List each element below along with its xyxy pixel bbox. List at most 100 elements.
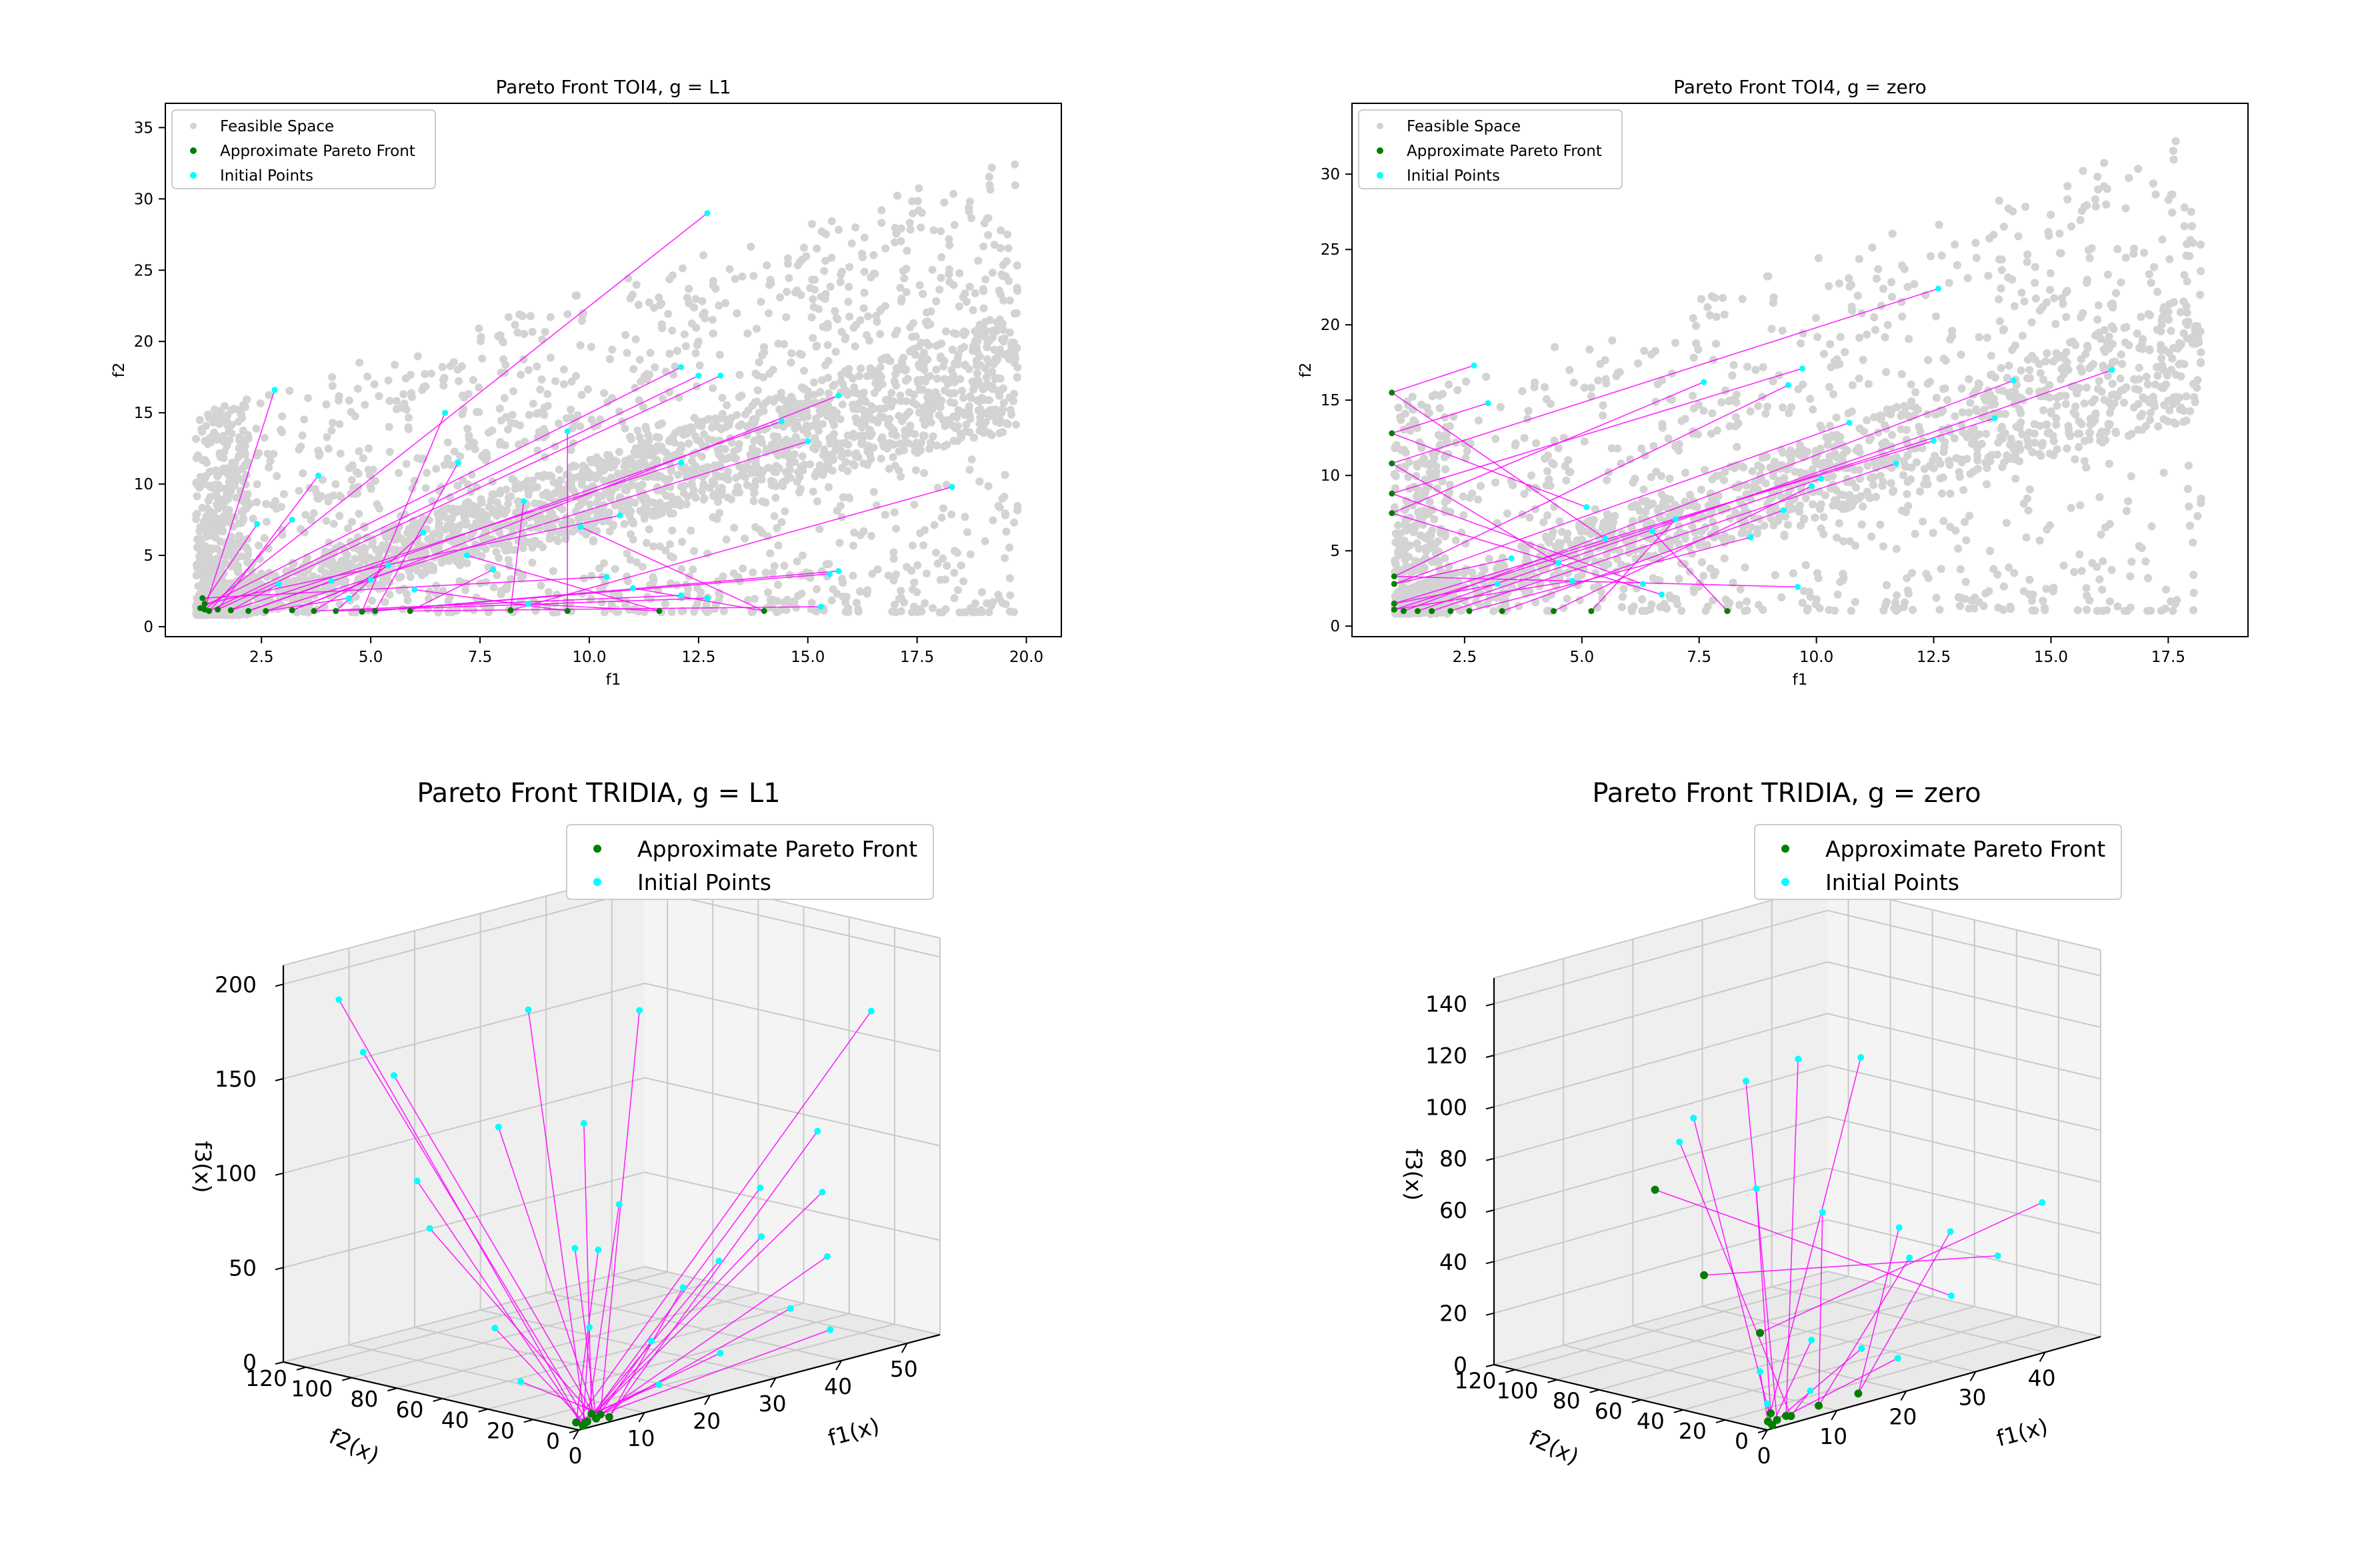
initial-point	[1991, 415, 1998, 421]
pareto-point	[1391, 600, 1397, 607]
legend-box	[1754, 824, 2122, 900]
y-tick-label: 15	[134, 405, 153, 422]
trajectory-line	[410, 606, 821, 612]
y-tick-label: 0	[1330, 618, 1340, 635]
x-tick-label: 10.0	[1799, 649, 1833, 666]
initial-point	[678, 364, 685, 371]
back-pane-y	[1494, 885, 1827, 1365]
legend-marker	[1377, 123, 1383, 129]
initial-point	[1858, 1345, 1865, 1352]
y-tick	[523, 1419, 534, 1423]
y-tick-label: 120	[1455, 1368, 1497, 1394]
initial-point	[717, 373, 724, 379]
initial-point	[1508, 555, 1515, 561]
y-tick	[387, 1387, 397, 1392]
trajectory-line	[1391, 512, 1662, 595]
initial-point	[615, 1201, 623, 1208]
trajectory-line	[1857, 1231, 1951, 1394]
chart-title: Pareto Front TRIDIA, g = L1	[417, 778, 780, 809]
pareto-point	[1389, 490, 1395, 497]
pareto-point	[333, 607, 339, 614]
y-tick-label: 10	[1321, 467, 1340, 485]
plot-area	[192, 160, 1022, 619]
trajectory-line	[1785, 1357, 1899, 1417]
pareto-point	[245, 607, 252, 614]
legend: Feasible Space Approximate Pareto Front In…	[171, 109, 436, 189]
trajectory-line	[200, 367, 681, 609]
z-tick-label: 120	[1425, 1043, 1467, 1069]
floor-pane	[1494, 1271, 2101, 1430]
trajectory-line	[609, 1287, 684, 1417]
initial-point	[778, 418, 785, 425]
y-tick	[1547, 1379, 1557, 1383]
trajectory-line	[291, 395, 839, 611]
initial-point	[617, 512, 623, 519]
z-tick-label: 140	[1425, 991, 1467, 1017]
pareto-point	[227, 607, 234, 613]
trajectory-lines	[1655, 1057, 2043, 1425]
trajectory-line	[417, 1180, 584, 1427]
initial-point	[1807, 1387, 1814, 1395]
trajectory-line	[582, 1327, 590, 1426]
x-tick-label: 40	[2028, 1365, 2056, 1391]
initial-point	[717, 1349, 724, 1357]
initial-point	[1639, 581, 1646, 587]
initial-point	[385, 562, 391, 569]
trajectory-line	[1394, 575, 1798, 588]
pareto-point	[1815, 1401, 1823, 1410]
trajectory-line	[599, 1010, 640, 1415]
pareto-point	[263, 607, 269, 614]
pareto-point	[1588, 608, 1595, 615]
x-tick-label: 7.5	[1687, 649, 1711, 666]
initial-point	[704, 595, 711, 601]
y-tick-label: 20	[1679, 1418, 1707, 1444]
initial-point	[1808, 1337, 1815, 1344]
trajectory-line	[1790, 1390, 1811, 1417]
y-tick-label: 35	[134, 119, 153, 137]
initial-point	[1935, 285, 1942, 292]
trajectory-line	[1777, 1348, 1862, 1421]
z-tick	[275, 1267, 284, 1271]
legend-marker	[1781, 845, 1789, 853]
z-tick	[1485, 1209, 1495, 1213]
initial-point	[1569, 577, 1576, 584]
pareto-point	[656, 607, 663, 614]
y-tick-label: 100	[291, 1376, 333, 1402]
z-tick-label: 100	[215, 1161, 257, 1187]
pareto-point	[1767, 1409, 1775, 1417]
x-tick-label: 5.0	[1570, 649, 1595, 666]
trajectory-line	[580, 526, 765, 612]
trajectory-line	[1857, 1227, 1900, 1394]
y-tick-label: 0	[546, 1428, 560, 1454]
initial-point	[525, 1006, 532, 1013]
x-tick	[1900, 1391, 1907, 1401]
x-tick	[704, 1395, 711, 1405]
y-tick	[341, 1377, 352, 1381]
x-axis-label: f1(x)	[1994, 1413, 2051, 1452]
initial-point	[1846, 419, 1853, 426]
trajectory-line	[1391, 402, 1489, 434]
pareto-point	[564, 607, 571, 614]
pareto-point	[359, 609, 365, 615]
y-tick-label: 40	[1637, 1408, 1665, 1434]
z-tick-label: 50	[229, 1255, 257, 1281]
initial-point	[275, 581, 282, 587]
initial-point	[835, 568, 842, 575]
trajectory-line	[1651, 531, 1728, 612]
initial-point	[1809, 483, 1815, 489]
floor-pane	[283, 1267, 940, 1430]
back-pane-x	[645, 870, 940, 1335]
y-axis-label: f2	[1297, 363, 1315, 378]
chart-0: 2.5 5.0 7.5 10.0 12.5 15.0 17.5 20.0 0 5 10 15 20 25 3…	[111, 76, 1062, 689]
trajectory-line	[510, 501, 525, 611]
x-tick-label: 15.0	[2034, 649, 2068, 666]
trajectory-line	[313, 565, 389, 612]
x-tick-label: 0	[569, 1443, 583, 1469]
legend-label: Initial Points	[637, 869, 771, 895]
x-tick-label: 12.5	[1917, 649, 1951, 666]
trajectory-line	[584, 1191, 823, 1424]
trajectory-line	[584, 1236, 762, 1424]
initial-point	[1583, 504, 1590, 511]
initial-point	[1780, 507, 1787, 513]
x-tick-label: 2.5	[249, 649, 274, 666]
